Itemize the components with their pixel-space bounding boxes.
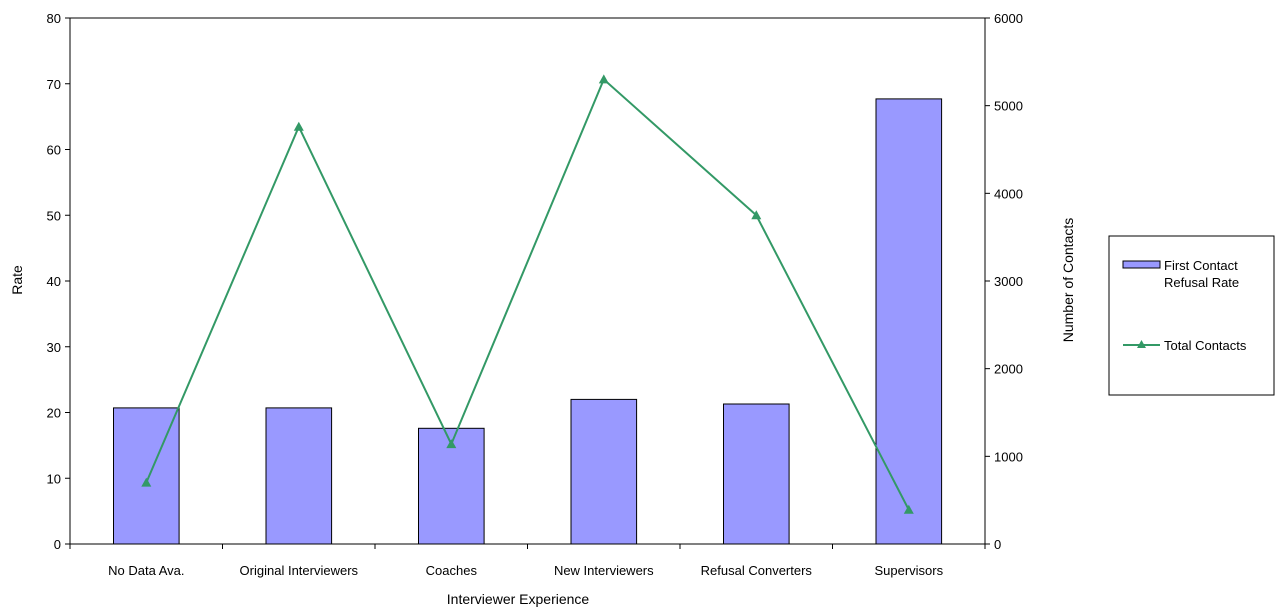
y2-tick-label: 0 bbox=[994, 537, 1001, 552]
y-tick-label: 10 bbox=[47, 471, 61, 486]
legend-bar-swatch bbox=[1122, 260, 1161, 269]
bars-layer bbox=[113, 98, 943, 545]
bar bbox=[875, 98, 943, 545]
axes-layer bbox=[65, 17, 990, 549]
y-tick-label: 60 bbox=[47, 143, 61, 158]
y2-tick-label: 3000 bbox=[994, 274, 1023, 289]
line-point-marker bbox=[903, 504, 914, 514]
x-tick-label: New Interviewers bbox=[554, 563, 654, 578]
line-point-marker bbox=[446, 439, 457, 449]
y2-tick-label: 5000 bbox=[994, 99, 1023, 114]
x-axis-title: Interviewer Experience bbox=[447, 591, 590, 607]
y-tick-label: 20 bbox=[47, 406, 61, 421]
legend: First Contact Refusal Rate Total Contact… bbox=[1108, 235, 1275, 396]
y-tick-label: 80 bbox=[47, 11, 61, 26]
line-point-marker bbox=[598, 74, 609, 84]
bar bbox=[265, 407, 333, 545]
y-tick-label: 0 bbox=[54, 537, 61, 552]
y-axis-title: Rate bbox=[9, 265, 25, 295]
bar bbox=[570, 398, 638, 545]
x-tick-label: No Data Ava. bbox=[108, 563, 184, 578]
line-point-marker bbox=[141, 477, 152, 487]
x-tick-label: Refusal Converters bbox=[701, 563, 813, 578]
legend-bar-label-line2: Refusal Rate bbox=[1164, 275, 1239, 290]
x-tick-label: Supervisors bbox=[874, 563, 943, 578]
y-tick-label: 70 bbox=[47, 77, 61, 92]
y2-tick-label: 2000 bbox=[994, 362, 1023, 377]
legend-line-marker bbox=[1137, 340, 1146, 348]
labels-layer: 0 10 20 30 40 50 60 70 80 0 1000 2000 3000 4000 5000 60… bbox=[47, 11, 1023, 578]
line-point-marker bbox=[751, 210, 762, 220]
x-tick-label: Coaches bbox=[426, 563, 478, 578]
series-line-total-contacts bbox=[145, 77, 910, 511]
y2-axis-title: Number of Contacts bbox=[1060, 218, 1076, 343]
bar bbox=[723, 403, 790, 545]
x-tick-label: Original Interviewers bbox=[240, 563, 359, 578]
legend-bar-label-line1: First Contact bbox=[1164, 258, 1238, 273]
legend-line-label: Total Contacts bbox=[1164, 338, 1247, 353]
y-tick-label: 50 bbox=[47, 208, 61, 223]
line-layer bbox=[145, 77, 910, 511]
markers-layer bbox=[141, 74, 914, 514]
y2-tick-label: 6000 bbox=[994, 11, 1023, 26]
line-point-marker bbox=[293, 121, 304, 131]
y-tick-label: 30 bbox=[47, 340, 61, 355]
y2-tick-label: 4000 bbox=[994, 186, 1023, 201]
y2-tick-label: 1000 bbox=[994, 449, 1023, 464]
y-tick-label: 40 bbox=[47, 274, 61, 289]
